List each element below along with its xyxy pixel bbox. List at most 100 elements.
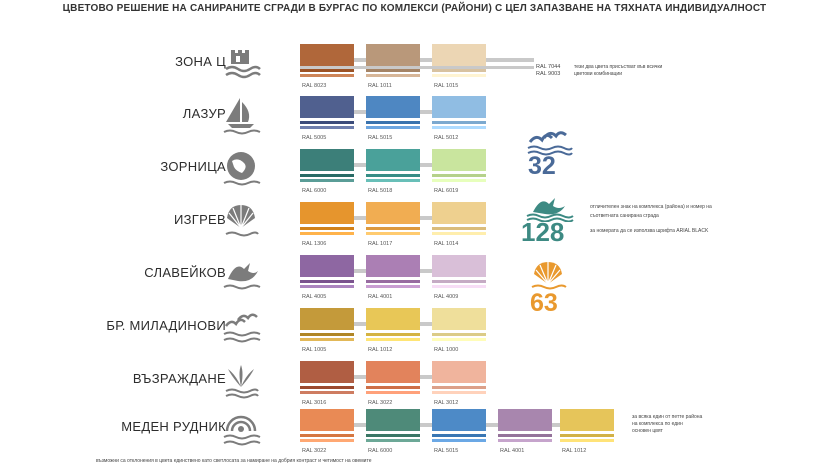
shell-icon (531, 262, 567, 290)
ral-code: RAL 1014 (434, 241, 459, 247)
common-color-bar (300, 66, 534, 69)
common-colors-note-2: цветови комбинации (574, 71, 622, 77)
page-title: ЦВЕТОВО РЕШЕНИЕ НА САНИРАНИТЕ СГРАДИ В Б… (62, 3, 767, 14)
swatch-stripe (366, 121, 420, 124)
ral-code: RAL 3012 (434, 400, 459, 406)
swatch-stripe (366, 227, 420, 230)
swatch-fill (432, 308, 486, 330)
color-swatch: RAL 6019 (432, 149, 486, 194)
swatch-stripe (300, 280, 354, 283)
color-swatch: RAL 4001 (366, 255, 420, 300)
swatch-stripe (300, 338, 354, 341)
ral-code: RAL 3022 (368, 400, 393, 406)
swatch-stripe (432, 121, 486, 124)
swatch-stripe (366, 174, 420, 177)
ral-code: RAL 4009 (434, 294, 459, 300)
swatch-stripe (300, 126, 354, 129)
swatch-stripe (300, 227, 354, 230)
swatch-stripe (432, 338, 486, 341)
ral-code: RAL 1011 (368, 83, 392, 89)
swatch-fill (432, 44, 486, 66)
swatch-stripe (300, 333, 354, 336)
swatch-stripe (366, 280, 420, 283)
zone-row: ИЗГРЕВ RAL 1306 RAL 1017 RAL 1014 (0, 202, 829, 254)
swatch-stripe (432, 280, 486, 283)
color-swatch: RAL 4005 (300, 255, 354, 300)
meden-note-2: на комплекса по един (632, 421, 683, 427)
color-swatch: RAL 3012 (432, 361, 486, 406)
color-swatch: RAL 1000 (432, 308, 486, 353)
swatch-stripe (560, 439, 614, 442)
swatch-stripe (300, 391, 354, 394)
swatch-fill (432, 255, 486, 277)
zone-name: ВЪЗРАЖДАНЕ (132, 371, 226, 386)
zone-name: ЗОНА Ц (175, 54, 226, 69)
ral-code: RAL 1017 (368, 241, 393, 247)
mark-note-1: отличителен знак на комплекса (района) и… (590, 204, 712, 210)
color-swatch: RAL 4009 (432, 255, 486, 300)
swatch-stripe (432, 434, 486, 437)
ral-code: RAL 1012 (368, 347, 393, 353)
swatch-stripe (300, 174, 354, 177)
common-colors-note-1: тези два цвета присъстват във всички (574, 64, 663, 70)
ral-code: RAL 6000 (302, 188, 327, 194)
color-swatch: RAL 5012 (432, 96, 486, 141)
swatch-stripe (432, 439, 486, 442)
ral-code: RAL 1012 (562, 448, 587, 454)
swatch-stripe (432, 285, 486, 288)
color-swatch: RAL 1012 (560, 409, 614, 454)
ral-code: RAL 5015 (368, 135, 393, 141)
color-swatch: RAL 8023 (300, 44, 354, 89)
zone-name: СЛАВЕЙКОВ (144, 265, 226, 280)
mark-note-3: за номерата да се използва шрифта ARIAL … (590, 228, 709, 234)
swatch-fill (300, 149, 354, 171)
gulls-icon (527, 131, 573, 156)
footer-note: възможни са отклонения в цвета единствен… (96, 458, 372, 464)
globe-icon (218, 149, 264, 189)
swatch-stripe (366, 333, 420, 336)
color-swatch: RAL 1014 (432, 202, 486, 247)
swatch-stripe (432, 174, 486, 177)
swatch-stripe (432, 74, 486, 77)
swatch-fill (432, 409, 486, 431)
mark-32: 32 (522, 126, 574, 182)
swatch-stripe (432, 126, 486, 129)
swatch-stripe (366, 126, 420, 129)
zone-row: ВЪЗРАЖДАНЕ RAL 3016 RAL 3022 RAL 3012 (0, 361, 829, 413)
swatch-stripe (366, 439, 420, 442)
swatch-stripe (366, 285, 420, 288)
swatch-fill (366, 202, 420, 224)
mark-number: 128 (521, 217, 565, 247)
swatch-fill (366, 409, 420, 431)
common-colors-ral-b: RAL 9003 (536, 71, 561, 77)
color-swatch: RAL 1306 (300, 202, 354, 247)
bird-icon (218, 255, 264, 295)
zone-row: СЛАВЕЙКОВ RAL 4005 RAL 4001 RAL 4009 (0, 255, 829, 307)
swatch-fill (560, 409, 614, 431)
color-swatch: RAL 3016 (300, 361, 354, 406)
zone-row: БР. МИЛАДИНОВИ RAL 1005 RAL 1012 RAL 1000 (0, 308, 829, 360)
swatch-stripe (366, 232, 420, 235)
color-swatch: RAL 1017 (366, 202, 420, 247)
swatch-fill (300, 361, 354, 383)
swatch-fill (498, 409, 552, 431)
swatch-stripe (300, 121, 354, 124)
ral-code: RAL 6000 (368, 448, 393, 454)
ral-code: RAL 3022 (302, 448, 327, 454)
zone-row: МЕДЕН РУДНИК RAL 3022 RAL 6000 RAL 5015 RAL … (0, 409, 829, 461)
swatch-fill (366, 96, 420, 118)
swatch-stripe (366, 434, 420, 437)
ral-code: RAL 5012 (434, 135, 459, 141)
common-colors-ral-a: RAL 7044 (536, 64, 561, 70)
swatch-fill (300, 202, 354, 224)
zone-row: ЗОРНИЦА RAL 6000 RAL 5018 RAL 6019 (0, 149, 829, 201)
meden-note-1: за всяка един от петте района (632, 414, 703, 420)
swatch-fill (300, 255, 354, 277)
swatch-stripe (300, 74, 354, 77)
swatch-fill (300, 44, 354, 66)
swatch-stripe (366, 391, 420, 394)
swatch-stripe (498, 434, 552, 437)
swatch-fill (366, 308, 420, 330)
color-swatch: RAL 4001 (498, 409, 552, 454)
